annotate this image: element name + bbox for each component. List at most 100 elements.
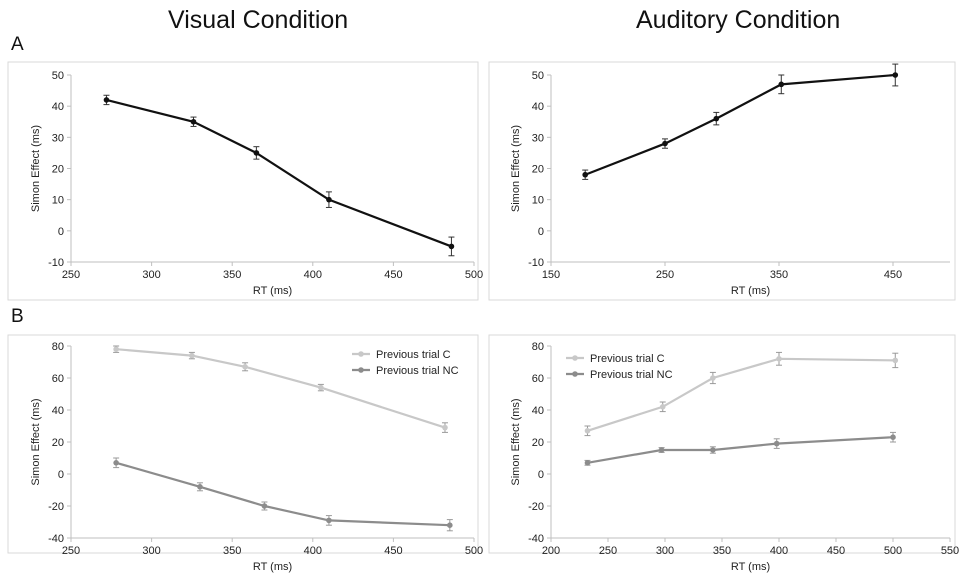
chart-3: -40 -20 0 20 40 60 80 250 300 350 400 450 500 RT (ms)… bbox=[7, 334, 483, 573]
y-tick-label: -40 bbox=[528, 533, 544, 545]
series-1 bbox=[582, 63, 899, 180]
x-tick-label: 500 bbox=[465, 545, 483, 557]
x-axis-title: RT (ms) bbox=[253, 285, 292, 297]
x-tick-label: 300 bbox=[142, 545, 160, 557]
chart-1: -10 0 10 20 30 40 50 250 300 350 400 450 500 RT (ms) S… bbox=[7, 61, 483, 301]
x-axis-title: RT (ms) bbox=[731, 285, 770, 297]
series-2 bbox=[113, 457, 453, 532]
y-tick-label: -10 bbox=[528, 257, 544, 269]
y-axis-title: Simon Effect (ms) bbox=[30, 125, 42, 212]
data-point bbox=[113, 460, 119, 466]
y-tick-label: 60 bbox=[532, 373, 544, 385]
data-point bbox=[103, 97, 110, 103]
data-point bbox=[710, 375, 716, 381]
data-point bbox=[778, 81, 785, 88]
x-axis-title: RT (ms) bbox=[731, 561, 770, 573]
x-tick-label: 350 bbox=[223, 269, 241, 281]
y-tick-label: 50 bbox=[52, 70, 64, 82]
legend: Previous trial C Previous trial NC bbox=[352, 349, 459, 377]
chart-frame bbox=[7, 334, 479, 554]
y-tick-label: 10 bbox=[52, 195, 64, 207]
x-tick-label: 550 bbox=[941, 545, 959, 557]
data-point bbox=[582, 171, 588, 178]
x-tick-label: 200 bbox=[542, 545, 560, 557]
y-axis-title: Simon Effect (ms) bbox=[510, 398, 522, 485]
x-tick-label: 500 bbox=[465, 269, 483, 281]
chart-2: -10 0 10 20 30 40 50 150 250 350 450 RT (ms) Simon E… bbox=[488, 61, 956, 301]
y-tick-label: 40 bbox=[532, 101, 544, 113]
x-tick-label: 250 bbox=[62, 545, 80, 557]
x-tick-label: 250 bbox=[656, 269, 674, 281]
x-tick-label: 450 bbox=[827, 545, 845, 557]
data-point bbox=[710, 447, 716, 453]
series-1 bbox=[103, 94, 455, 257]
series-line bbox=[106, 98, 452, 248]
y-tick-label: -20 bbox=[528, 501, 544, 513]
auditory-condition-title: Auditory Condition bbox=[636, 6, 841, 34]
data-point bbox=[242, 364, 248, 370]
y-tick-label: 80 bbox=[52, 341, 64, 353]
data-point bbox=[584, 460, 591, 466]
data-point bbox=[658, 447, 665, 453]
x-tick-label: 400 bbox=[770, 545, 788, 557]
data-point bbox=[261, 503, 268, 509]
legend-label: Previous trial C bbox=[376, 349, 451, 361]
data-point bbox=[890, 434, 896, 441]
chart-frame bbox=[488, 334, 956, 554]
x-tick-label: 450 bbox=[384, 269, 402, 281]
y-tick-label: 20 bbox=[52, 437, 64, 449]
y-tick-label: 0 bbox=[538, 226, 544, 238]
series-line bbox=[115, 461, 450, 527]
data-point bbox=[442, 424, 448, 431]
y-tick-label: 40 bbox=[52, 101, 64, 113]
data-point bbox=[659, 404, 666, 410]
data-point bbox=[584, 428, 591, 434]
x-tick-label: 350 bbox=[223, 545, 241, 557]
visual-condition-title: Visual Condition bbox=[168, 6, 349, 34]
y-tick-label: 30 bbox=[52, 132, 64, 144]
legend-marker bbox=[572, 371, 578, 377]
series-line bbox=[584, 73, 896, 176]
series-1 bbox=[584, 351, 899, 437]
legend-label: Previous trial C bbox=[590, 353, 665, 365]
x-tick-label: 450 bbox=[384, 545, 402, 557]
y-tick-label: 20 bbox=[532, 437, 544, 449]
legend-marker bbox=[358, 367, 364, 373]
y-tick-label: -20 bbox=[48, 501, 64, 513]
y-tick-label: 0 bbox=[58, 469, 64, 481]
data-point bbox=[892, 357, 899, 364]
data-point bbox=[776, 356, 782, 362]
legend: Previous trial C Previous trial NC bbox=[566, 353, 673, 381]
legend-label: Previous trial NC bbox=[590, 369, 673, 381]
data-point bbox=[713, 115, 720, 122]
data-point bbox=[662, 140, 668, 147]
y-tick-label: 80 bbox=[532, 341, 544, 353]
x-tick-label: 300 bbox=[656, 545, 674, 557]
data-point bbox=[892, 72, 899, 78]
chart-4: -40 -20 0 20 40 60 80 200 250 300 350 400 450 500 550 R… bbox=[488, 334, 959, 573]
x-tick-label: 250 bbox=[599, 545, 617, 557]
data-point bbox=[318, 384, 324, 391]
data-point bbox=[197, 484, 203, 490]
legend-marker bbox=[572, 355, 578, 361]
y-tick-label: 20 bbox=[532, 164, 544, 176]
x-tick-label: 300 bbox=[142, 269, 160, 281]
x-tick-label: 350 bbox=[713, 545, 731, 557]
data-point bbox=[447, 522, 453, 528]
y-axis-title: Simon Effect (ms) bbox=[510, 125, 522, 212]
data-point bbox=[190, 118, 197, 125]
y-tick-label: 20 bbox=[52, 164, 64, 176]
series-2 bbox=[584, 431, 896, 466]
data-point bbox=[326, 517, 332, 524]
series-line bbox=[587, 436, 894, 464]
data-point bbox=[326, 196, 332, 203]
data-point bbox=[189, 352, 195, 359]
chart-frame bbox=[7, 61, 479, 301]
y-tick-label: 40 bbox=[532, 405, 544, 417]
y-tick-label: 10 bbox=[532, 195, 544, 207]
x-tick-label: 350 bbox=[770, 269, 788, 281]
data-point bbox=[773, 440, 780, 447]
y-tick-label: 40 bbox=[52, 405, 64, 417]
panel-label-a: A bbox=[11, 34, 24, 55]
